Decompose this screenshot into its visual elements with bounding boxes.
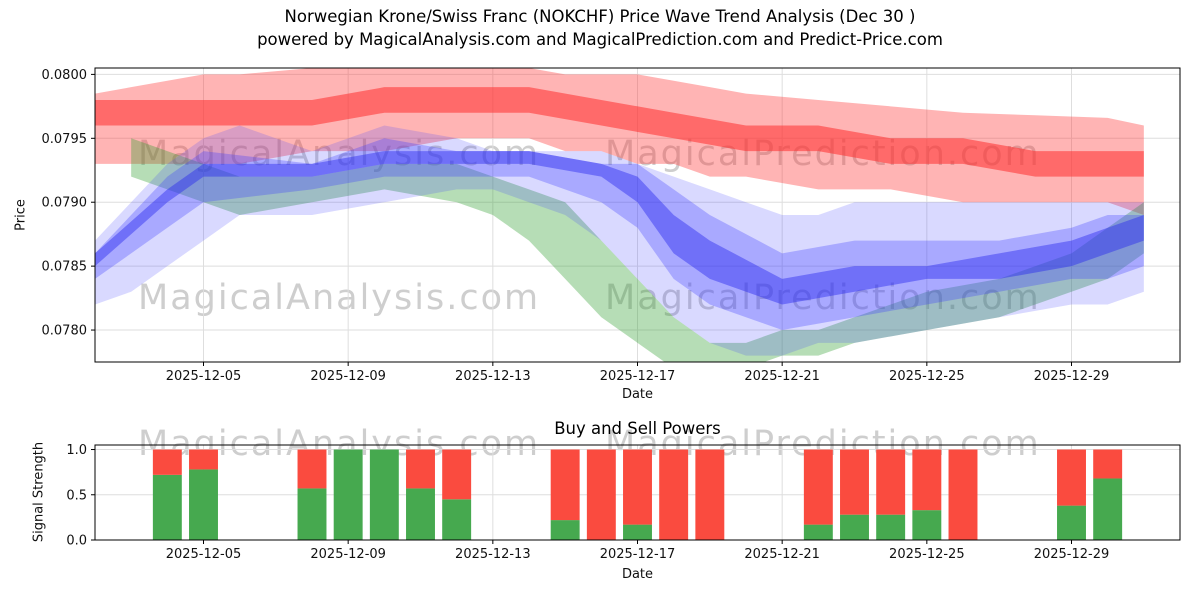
sell-power-bar bbox=[876, 449, 906, 515]
band-blue-wave-core bbox=[95, 151, 1144, 305]
watermark-analysis-mid: MagicalAnalysis.com bbox=[138, 278, 541, 318]
svg-text:2025-12-29: 2025-12-29 bbox=[1034, 547, 1110, 562]
date-axis-label-main: Date bbox=[621, 387, 654, 402]
sell-power-bar bbox=[659, 449, 689, 540]
svg-text:1.0: 1.0 bbox=[66, 443, 87, 458]
band-red-forecast-core bbox=[95, 87, 1144, 177]
sell-power-bar bbox=[297, 449, 327, 489]
buy-power-bar bbox=[152, 474, 182, 540]
buy-power-bar bbox=[333, 449, 363, 540]
sell-power-bar bbox=[586, 449, 616, 540]
sell-power-bar bbox=[623, 449, 652, 525]
buy-power-bar bbox=[442, 499, 472, 540]
band-blue-wave-mid bbox=[95, 138, 1144, 331]
sell-power-bar bbox=[1057, 449, 1086, 506]
sell-power-bar bbox=[948, 449, 978, 540]
buy-power-bar bbox=[1057, 505, 1086, 540]
svg-text:0.0800: 0.0800 bbox=[42, 68, 88, 83]
svg-text:2025-12-13: 2025-12-13 bbox=[455, 369, 531, 384]
buy-power-bar bbox=[623, 524, 652, 540]
svg-text:2025-12-17: 2025-12-17 bbox=[600, 369, 676, 384]
price-wave-chart: 2025-12-05 2025-12-09 2025-12-13 2025-12-17… bbox=[42, 67, 1181, 384]
buy-power-bar bbox=[1093, 478, 1123, 540]
svg-text:2025-12-21: 2025-12-21 bbox=[744, 369, 820, 384]
svg-text:0.5: 0.5 bbox=[66, 488, 87, 503]
svg-text:2025-12-25: 2025-12-25 bbox=[889, 547, 965, 562]
sell-power-bar bbox=[189, 449, 218, 470]
svg-text:0.0: 0.0 bbox=[66, 534, 87, 549]
sell-power-bar bbox=[803, 449, 833, 525]
signal-strength-axis-label: Signal Strength bbox=[31, 441, 47, 543]
watermark-analysis-top: MagicalAnalysis.com bbox=[138, 134, 541, 174]
buy-power-bar bbox=[550, 520, 580, 540]
svg-text:0.0785: 0.0785 bbox=[42, 260, 88, 275]
date-axis-label-bar: Date bbox=[621, 567, 654, 582]
sell-power-bar bbox=[406, 449, 435, 489]
buy-power-bar bbox=[840, 514, 869, 540]
price-axis-label: Price bbox=[13, 199, 29, 231]
svg-text:0.0795: 0.0795 bbox=[42, 132, 88, 147]
sell-power-bar bbox=[550, 449, 580, 521]
sell-power-bar bbox=[695, 449, 725, 540]
svg-text:2025-12-29: 2025-12-29 bbox=[1034, 369, 1110, 384]
svg-text:2025-12-17: 2025-12-17 bbox=[600, 547, 676, 562]
svg-text:0.0780: 0.0780 bbox=[42, 324, 88, 339]
svg-text:0.0790: 0.0790 bbox=[42, 196, 88, 211]
svg-text:2025-12-09: 2025-12-09 bbox=[310, 369, 386, 384]
watermark-prediction-mid: MagicalPrediction.com bbox=[605, 278, 1041, 318]
svg-text:2025-12-25: 2025-12-25 bbox=[889, 369, 965, 384]
sell-power-bar bbox=[442, 449, 472, 500]
svg-text:2025-12-13: 2025-12-13 bbox=[455, 547, 531, 562]
buy-power-bar bbox=[912, 510, 942, 540]
buy-power-bar bbox=[876, 514, 906, 540]
buy-power-bar bbox=[297, 488, 327, 540]
sell-power-bar bbox=[912, 449, 942, 511]
buy-power-bar bbox=[406, 488, 435, 540]
subtitle: powered by MagicalAnalysis.com and Magic… bbox=[257, 30, 943, 49]
svg-text:2025-12-21: 2025-12-21 bbox=[744, 547, 820, 562]
svg-text:2025-12-05: 2025-12-05 bbox=[166, 547, 242, 562]
buy-power-bar bbox=[189, 469, 218, 540]
svg-text:2025-12-05: 2025-12-05 bbox=[166, 369, 242, 384]
svg-text:2025-12-09: 2025-12-09 bbox=[310, 547, 386, 562]
sell-power-bar bbox=[1093, 449, 1123, 479]
sell-power-bar bbox=[840, 449, 869, 515]
band-green-wave bbox=[131, 138, 1144, 362]
band-blue-wave-outer bbox=[95, 125, 1144, 356]
buy-power-bar bbox=[803, 524, 833, 540]
sell-power-bar bbox=[152, 449, 182, 475]
buy-power-bar bbox=[369, 449, 399, 540]
main-title: Norwegian Krone/Swiss Franc (NOKCHF) Pri… bbox=[284, 7, 916, 26]
bar-chart-title: Buy and Sell Powers bbox=[554, 419, 721, 438]
buy-sell-chart: 2025-12-05 2025-12-09 2025-12-13 2025-12-17… bbox=[66, 443, 1181, 562]
